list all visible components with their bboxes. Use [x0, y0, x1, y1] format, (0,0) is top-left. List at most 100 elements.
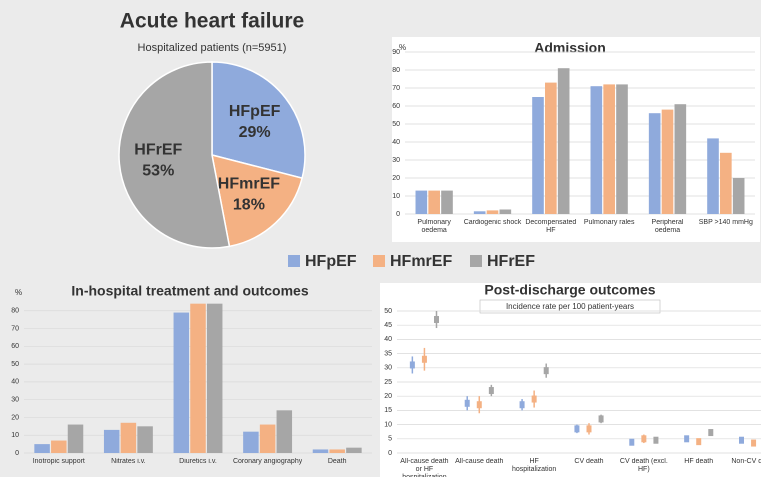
y-tick-label: 0 — [396, 211, 400, 218]
bar — [51, 440, 67, 453]
point — [464, 399, 470, 407]
x-tick-label: Peripheral oedema — [651, 219, 684, 235]
bar — [259, 424, 276, 453]
x-tick-label: Inotropic support — [32, 458, 85, 465]
bar — [532, 97, 544, 214]
bar — [103, 429, 120, 453]
point — [653, 436, 659, 444]
bar — [648, 113, 661, 214]
legend-swatch — [288, 255, 300, 267]
bar — [590, 86, 603, 214]
y-tick-label: 40 — [11, 379, 19, 386]
x-tick-label: Non-CV death — [731, 458, 761, 465]
pie-slice — [211, 61, 306, 180]
bar — [276, 410, 293, 453]
chart-subtitle: Hospitalized patients (n=5951) — [138, 42, 287, 54]
chart-title: Acute heart failure — [120, 10, 304, 33]
point — [708, 429, 714, 437]
x-tick-label: Pulmonary rales — [583, 219, 635, 226]
x-tick-label-box: Pulmonary rales — [583, 219, 635, 226]
y-tick-label: 5 — [388, 436, 392, 443]
y-tick-label: 45 — [384, 322, 392, 329]
y-tick-label: 0 — [15, 450, 19, 457]
x-tick-label-box: All-cause death or HF hospitalization — [400, 458, 449, 477]
y-tick-label: 40 — [384, 336, 392, 343]
x-tick-label-box: Pulmonary oedema — [417, 219, 450, 234]
slice-value: 18% — [233, 197, 265, 214]
y-tick-label: 70 — [11, 325, 19, 332]
pie-slice — [118, 61, 231, 249]
x-tick-label: Diuretics i.v. — [179, 458, 217, 465]
point — [598, 415, 604, 423]
slice-value: 29% — [239, 124, 271, 141]
y-tick-label: 40 — [392, 139, 400, 146]
x-tick-label-box: Decompensated HF — [525, 219, 576, 234]
x-tick-label-box: Death — [327, 458, 347, 465]
x-tick-label: All-cause death — [455, 458, 504, 465]
y-tick-label: 50 — [392, 121, 400, 128]
y-axis-label: % — [399, 43, 406, 52]
point — [543, 367, 549, 375]
y-tick-label: 20 — [11, 414, 19, 421]
y-tick-label: 60 — [392, 103, 400, 110]
bar — [486, 210, 499, 214]
point — [433, 316, 439, 324]
bar — [190, 303, 206, 453]
x-tick-label: Death — [327, 458, 347, 465]
bar — [137, 426, 153, 453]
point — [519, 401, 525, 409]
slice-name: HFpEF — [229, 103, 281, 120]
bar — [206, 303, 223, 453]
y-tick-label: 30 — [384, 365, 392, 372]
legend-swatch — [470, 255, 482, 267]
bar — [674, 104, 687, 214]
x-tick-label: SBP >140 mmHg — [698, 219, 753, 226]
bar — [415, 190, 428, 214]
bar — [473, 211, 486, 214]
x-tick-label-box: Cardiogenic shock — [463, 219, 522, 226]
x-tick-label: CV death (excl. HF) — [619, 458, 668, 474]
x-tick-label-box: Diuretics i.v. — [179, 458, 217, 465]
chart-title: Post-discharge outcomes — [484, 282, 655, 298]
bar — [557, 68, 570, 214]
bar — [346, 447, 362, 453]
bar — [243, 431, 259, 453]
bar — [441, 190, 453, 214]
point — [696, 438, 702, 446]
x-tick-label-box: CV death (excl. HF) — [619, 458, 668, 474]
x-tick-label-box: Non-CV death — [731, 458, 761, 465]
y-tick-label: 50 — [11, 361, 19, 368]
y-tick-label: 15 — [384, 407, 392, 414]
point — [421, 355, 427, 363]
legend-label: HFpEF — [305, 253, 357, 270]
bar — [67, 424, 84, 453]
chart-subtitle: Incidence rate per 100 patient-years — [506, 302, 634, 311]
x-tick-label-box: Coronary angiography — [233, 458, 302, 465]
bar — [661, 109, 674, 214]
y-tick-label: 30 — [392, 157, 400, 164]
bar — [732, 178, 745, 214]
point — [684, 435, 690, 443]
x-tick-label: HF death — [684, 458, 714, 465]
point — [751, 439, 757, 447]
x-tick-label-box: Inotropic support — [32, 458, 85, 465]
legend-swatch — [373, 255, 385, 267]
y-tick-label: 50 — [384, 308, 392, 315]
x-tick-label: Cardiogenic shock — [463, 219, 522, 226]
bar — [34, 444, 50, 453]
y-tick-label: 35 — [384, 350, 392, 357]
point — [574, 425, 580, 433]
y-tick-label: 80 — [392, 67, 400, 74]
chart-title: Admission — [534, 40, 606, 56]
chart-title: In-hospital treatment and outcomes — [71, 283, 308, 299]
bar — [545, 82, 557, 214]
x-tick-label: All-cause death or HF hospitalization — [400, 458, 449, 477]
point — [476, 401, 482, 409]
bar — [720, 152, 732, 214]
x-tick-label-box: HF hospitalization — [512, 458, 556, 473]
y-tick-label: 20 — [392, 175, 400, 182]
point — [739, 436, 745, 444]
y-tick-label: 90 — [392, 49, 400, 56]
